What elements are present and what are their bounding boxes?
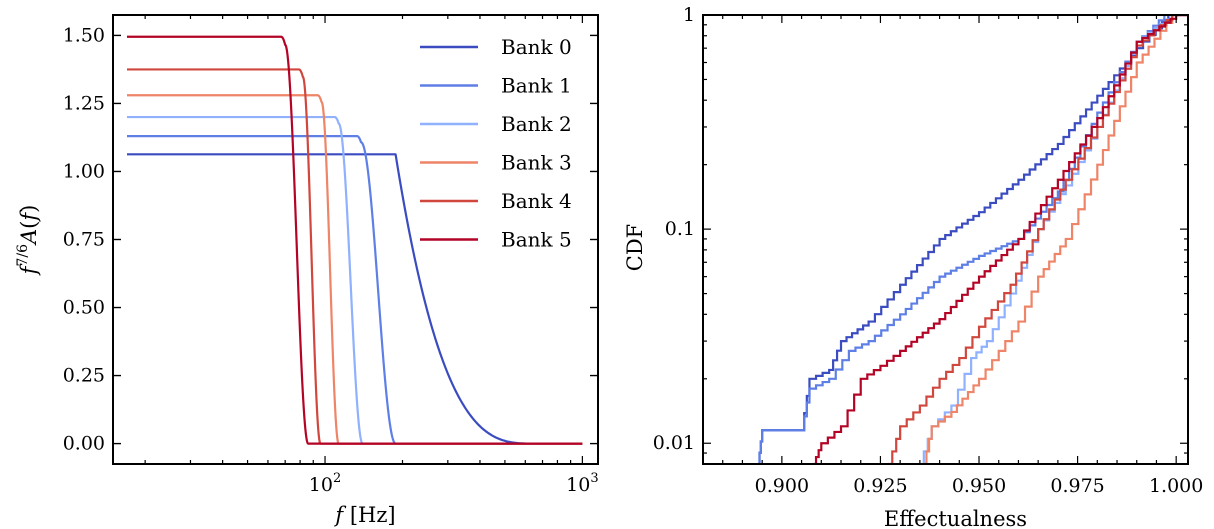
y-tick-label: 1	[683, 4, 695, 26]
x-tick-label: 102	[309, 471, 341, 496]
y-tick-label: 0.00	[63, 433, 105, 455]
legend-label: Bank 1	[501, 74, 572, 98]
x-tick-label: 103	[566, 471, 598, 496]
legend-label: Bank 3	[501, 151, 572, 175]
x-axis-label: Effectualness	[884, 507, 1027, 529]
cdf-line-bank-4	[888, 15, 1188, 464]
x-tick-label: 1.000	[1149, 475, 1203, 497]
y-tick-label: 1.50	[63, 24, 105, 46]
series-line-bank-3	[126, 94, 583, 445]
y-tick-label: 0.25	[63, 365, 105, 387]
y-axis-label-part: )	[17, 205, 41, 213]
spectrum-chart: 0.00 0.25 0.50 0.75 1.00 1.25 1.50 102 103 f [Hz]…	[15, 14, 599, 527]
x-axis-label-var: f	[333, 503, 346, 527]
x-tick-exponent: 3	[590, 471, 598, 486]
legend-label: Bank 2	[501, 112, 572, 136]
x-axis-ticks: 102 103	[144, 15, 599, 496]
cdf-line-bank-5	[813, 15, 1188, 464]
x-tick-label: 0.950	[952, 475, 1006, 497]
y-tick-label: 0.75	[63, 229, 105, 251]
legend-label: Bank 4	[501, 189, 572, 213]
legend-label: Bank 0	[501, 35, 572, 59]
x-tick-exponent: 2	[333, 471, 341, 486]
y-axis-label: CDF	[623, 224, 647, 271]
legend-label: Bank 5	[501, 228, 572, 252]
legend: Bank 0 Bank 1 Bank 2 Bank 3 Bank 4 Bank 5	[420, 35, 572, 252]
cdf-line-bank-0	[758, 15, 1188, 464]
y-axis-label-part: (	[17, 221, 41, 229]
y-tick-label: 0.01	[653, 432, 695, 454]
x-axis-label: f [Hz]	[333, 503, 395, 527]
cdf-chart: 0.900 0.925 0.950 0.975 1.000 0.01 0.1 1 Effectu…	[623, 4, 1203, 529]
y-axis-label-part: A	[17, 229, 41, 246]
series-lines	[126, 35, 583, 445]
y-axis-ticks: 0.01 0.1 1	[653, 4, 1188, 465]
cdf-line-bank-2	[919, 15, 1188, 464]
y-axis-label-part: 7/6	[15, 244, 31, 267]
series-line-bank-1	[126, 134, 583, 445]
y-tick-label: 1.25	[63, 92, 105, 114]
x-tick-label: 0.900	[755, 475, 809, 497]
y-tick-label: 0.1	[665, 218, 695, 240]
series-line-bank-2	[126, 115, 583, 445]
series-line-bank-5	[126, 35, 583, 445]
x-axis-ticks: 0.900 0.925 0.950 0.975 1.000	[702, 15, 1203, 497]
y-axis-ticks: 0.00 0.25 0.50 0.75 1.00 1.25 1.50	[63, 24, 598, 455]
y-axis-label: f7/6A(f)	[15, 205, 41, 277]
y-axis-label-part: f	[17, 210, 41, 223]
y-tick-label: 0.50	[63, 297, 105, 319]
series-line-bank-0	[126, 153, 583, 445]
y-tick-label: 1.00	[63, 160, 105, 182]
cdf-line-bank-3	[923, 15, 1188, 464]
cdf-line-bank-1	[758, 15, 1188, 464]
series-lines	[758, 15, 1188, 464]
x-tick-label: 0.925	[853, 475, 907, 497]
y-axis-label-part: f	[17, 263, 41, 276]
x-axis-label-unit: [Hz]	[343, 503, 395, 527]
series-line-bank-4	[126, 68, 583, 445]
x-tick-label: 0.975	[1050, 475, 1104, 497]
